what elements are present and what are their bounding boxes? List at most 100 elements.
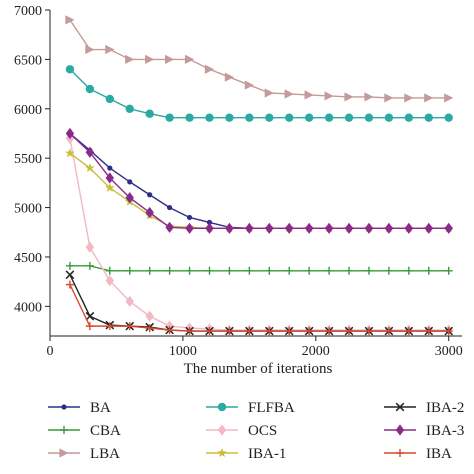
data-point-cba xyxy=(345,266,354,275)
legend-label: IBA xyxy=(426,446,452,462)
x-tick-label: 2000 xyxy=(302,344,330,359)
data-point-iba-3 xyxy=(285,222,294,234)
data-point-flfba xyxy=(225,113,234,122)
data-point-lba xyxy=(224,72,235,82)
data-point-iba-3 xyxy=(384,222,394,234)
data-point-flfba xyxy=(245,113,254,122)
data-point-iba-3 xyxy=(225,222,234,234)
data-point-ba xyxy=(186,214,193,221)
data-point-cba xyxy=(185,266,194,275)
legend-item-ba: BA xyxy=(48,400,111,416)
data-point-flfba xyxy=(324,113,334,122)
data-point-iba-3 xyxy=(245,222,254,234)
data-point-iba xyxy=(65,280,74,289)
data-point-iba-3 xyxy=(304,222,314,234)
series-cba xyxy=(65,261,453,275)
data-point-ocs xyxy=(105,275,115,287)
data-point-cba xyxy=(305,266,314,275)
data-point-iba xyxy=(105,322,114,331)
y-tick-label: 5000 xyxy=(14,202,42,217)
data-point-iba-3 xyxy=(265,222,274,234)
data-point-lba xyxy=(264,88,274,98)
legend-item-ocs: OCS xyxy=(206,423,277,439)
data-point-iba xyxy=(125,322,134,331)
data-point-lba xyxy=(165,54,175,64)
legend-label: BA xyxy=(90,400,111,416)
data-point-iba xyxy=(404,327,413,336)
legend-item-iba-3: IBA-3 xyxy=(384,423,464,439)
x-tick-label: 0 xyxy=(47,344,54,359)
data-point-flfba xyxy=(85,84,95,94)
data-point-lba xyxy=(244,80,254,90)
data-point-iba xyxy=(384,327,393,336)
legend-label: CBA xyxy=(90,423,121,439)
series-lba xyxy=(65,15,454,103)
data-point-flfba xyxy=(165,113,174,122)
legend-marker-iba-2 xyxy=(395,402,405,412)
data-point-cba xyxy=(384,266,393,275)
data-point-iba xyxy=(185,327,194,336)
data-point-lba xyxy=(424,93,434,103)
legend-marker-ocs xyxy=(217,424,227,436)
x-axis: 0 1000 2000 3000 xyxy=(47,335,463,359)
data-point-cba xyxy=(444,266,453,275)
data-point-iba xyxy=(165,326,174,335)
data-point-lba xyxy=(105,44,115,55)
data-point-lba xyxy=(364,92,374,102)
data-point-lba xyxy=(145,54,155,64)
data-point-iba-3 xyxy=(404,222,414,234)
data-point-flfba xyxy=(304,113,314,122)
data-point-ba xyxy=(167,204,173,211)
data-point-iba xyxy=(205,327,214,336)
data-point-flfba xyxy=(384,113,394,122)
data-point-cba xyxy=(145,266,154,275)
data-point-lba xyxy=(304,90,314,100)
data-point-iba xyxy=(85,322,94,331)
data-point-lba xyxy=(125,54,135,64)
y-tick-label: 5500 xyxy=(14,152,42,167)
y-tick-label: 7000 xyxy=(14,4,42,19)
data-point-iba-3 xyxy=(125,192,134,204)
legend-marker-lba xyxy=(59,448,69,458)
data-point-cba xyxy=(125,266,134,275)
data-point-iba-3 xyxy=(165,221,174,233)
data-point-flfba xyxy=(404,113,414,122)
data-point-iba-3 xyxy=(105,172,115,184)
y-tick-label: 4000 xyxy=(14,300,42,315)
data-point-flfba xyxy=(285,113,294,122)
data-point-iba-1 xyxy=(65,148,75,158)
series-iba-2 xyxy=(65,270,454,336)
series-ba xyxy=(67,130,452,231)
data-point-lba xyxy=(324,91,334,101)
data-point-iba xyxy=(325,327,334,336)
data-point-flfba xyxy=(145,109,154,118)
data-point-iba-1 xyxy=(85,163,95,173)
data-point-iba-3 xyxy=(65,127,75,140)
data-point-cba xyxy=(165,266,174,275)
y-tick-label: 6000 xyxy=(14,103,42,118)
data-point-flfba xyxy=(105,94,115,104)
data-point-iba-3 xyxy=(324,222,334,234)
data-point-lba xyxy=(204,64,215,74)
data-point-cba xyxy=(364,266,373,275)
data-point-iba-3 xyxy=(424,222,433,234)
data-point-cba xyxy=(65,261,74,270)
data-point-flfba xyxy=(205,113,214,122)
data-point-iba xyxy=(145,324,154,333)
legend-label: FLFBA xyxy=(248,400,295,416)
data-point-ba xyxy=(127,179,133,185)
data-point-iba-3 xyxy=(344,222,354,234)
series-iba-1 xyxy=(65,148,454,233)
series-ocs xyxy=(65,132,453,336)
legend-label: LBA xyxy=(90,446,120,462)
data-point-lba xyxy=(404,93,414,103)
data-point-cba xyxy=(85,261,94,270)
series-line-cba xyxy=(69,265,449,272)
series-line-iba-3 xyxy=(69,132,449,230)
data-point-cba xyxy=(245,266,254,275)
x-axis-title: The number of iterations xyxy=(184,361,333,377)
series-iba xyxy=(65,280,453,336)
data-point-cba xyxy=(285,266,294,275)
legend-marker-iba xyxy=(396,449,404,457)
